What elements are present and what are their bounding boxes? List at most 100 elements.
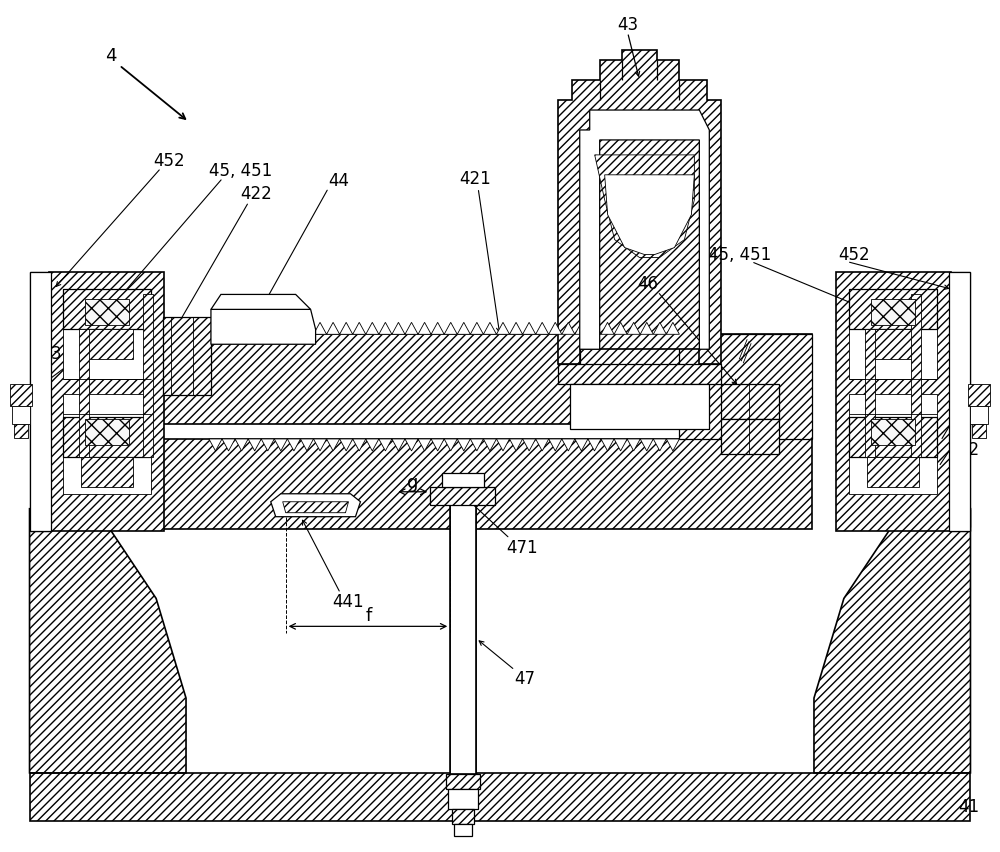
Polygon shape — [63, 394, 151, 494]
Polygon shape — [10, 385, 32, 406]
Polygon shape — [222, 440, 235, 452]
Polygon shape — [248, 323, 261, 335]
Polygon shape — [849, 290, 937, 330]
Polygon shape — [353, 323, 366, 335]
Text: 46: 46 — [637, 275, 658, 293]
Polygon shape — [392, 323, 405, 335]
Polygon shape — [430, 487, 495, 505]
Text: 45, 451: 45, 451 — [209, 162, 272, 180]
Polygon shape — [79, 330, 89, 458]
Polygon shape — [235, 440, 248, 452]
Polygon shape — [627, 440, 640, 452]
Polygon shape — [588, 440, 601, 452]
Polygon shape — [287, 440, 300, 452]
Polygon shape — [510, 323, 523, 335]
Polygon shape — [143, 295, 153, 458]
Text: 441: 441 — [333, 593, 364, 611]
Polygon shape — [653, 323, 666, 335]
Polygon shape — [63, 290, 151, 380]
Polygon shape — [444, 440, 457, 452]
Polygon shape — [457, 323, 470, 335]
Polygon shape — [49, 272, 164, 531]
Text: 422: 422 — [240, 185, 272, 203]
Polygon shape — [211, 310, 316, 345]
Polygon shape — [595, 156, 694, 258]
Polygon shape — [392, 440, 405, 452]
Text: 421: 421 — [459, 170, 491, 187]
Polygon shape — [261, 440, 274, 452]
Polygon shape — [496, 323, 510, 335]
Polygon shape — [85, 419, 129, 446]
Polygon shape — [94, 440, 812, 529]
Polygon shape — [418, 440, 431, 452]
Polygon shape — [418, 323, 431, 335]
Polygon shape — [470, 440, 483, 452]
Polygon shape — [274, 440, 287, 452]
Polygon shape — [721, 385, 779, 419]
Polygon shape — [580, 111, 709, 350]
Polygon shape — [865, 330, 875, 458]
Polygon shape — [405, 323, 418, 335]
Text: 453: 453 — [30, 345, 61, 363]
Polygon shape — [605, 176, 694, 256]
Polygon shape — [366, 323, 379, 335]
Polygon shape — [431, 323, 444, 335]
Polygon shape — [431, 440, 444, 452]
Polygon shape — [523, 323, 536, 335]
Polygon shape — [81, 458, 133, 487]
Polygon shape — [601, 323, 614, 335]
Polygon shape — [235, 323, 248, 335]
Polygon shape — [30, 272, 49, 531]
Polygon shape — [442, 474, 484, 487]
Polygon shape — [63, 290, 151, 330]
Text: 4: 4 — [106, 47, 117, 65]
Polygon shape — [313, 323, 327, 335]
Polygon shape — [562, 323, 575, 335]
Polygon shape — [448, 789, 478, 809]
Polygon shape — [283, 502, 348, 513]
Polygon shape — [470, 323, 483, 335]
Polygon shape — [970, 406, 988, 424]
Polygon shape — [972, 424, 986, 439]
Polygon shape — [287, 323, 300, 335]
Polygon shape — [30, 509, 94, 527]
Polygon shape — [666, 440, 679, 452]
Polygon shape — [558, 51, 721, 365]
Text: 42: 42 — [915, 440, 937, 458]
Polygon shape — [450, 505, 476, 774]
Polygon shape — [871, 419, 915, 446]
Polygon shape — [575, 323, 588, 335]
Polygon shape — [575, 440, 588, 452]
Polygon shape — [949, 272, 970, 531]
Polygon shape — [271, 494, 360, 517]
Polygon shape — [836, 272, 951, 531]
Polygon shape — [653, 440, 666, 452]
Polygon shape — [379, 440, 392, 452]
Text: g: g — [407, 473, 418, 492]
Text: 453: 453 — [902, 466, 934, 484]
Text: 45, 451: 45, 451 — [708, 245, 771, 263]
Polygon shape — [209, 440, 222, 452]
Polygon shape — [867, 330, 919, 360]
Polygon shape — [483, 323, 496, 335]
Polygon shape — [405, 440, 418, 452]
Polygon shape — [81, 330, 133, 360]
Polygon shape — [30, 509, 186, 773]
Polygon shape — [523, 440, 536, 452]
Text: f: f — [365, 607, 372, 625]
Polygon shape — [340, 440, 353, 452]
Polygon shape — [679, 335, 812, 440]
Polygon shape — [536, 323, 549, 335]
Text: 452: 452 — [838, 245, 870, 263]
Polygon shape — [14, 424, 28, 439]
Polygon shape — [313, 440, 327, 452]
Polygon shape — [570, 385, 709, 429]
Polygon shape — [558, 101, 580, 365]
Polygon shape — [721, 419, 779, 454]
Text: 42: 42 — [959, 440, 980, 458]
Polygon shape — [366, 440, 379, 452]
Polygon shape — [562, 440, 575, 452]
Polygon shape — [849, 290, 937, 380]
Polygon shape — [510, 440, 523, 452]
Polygon shape — [614, 323, 627, 335]
